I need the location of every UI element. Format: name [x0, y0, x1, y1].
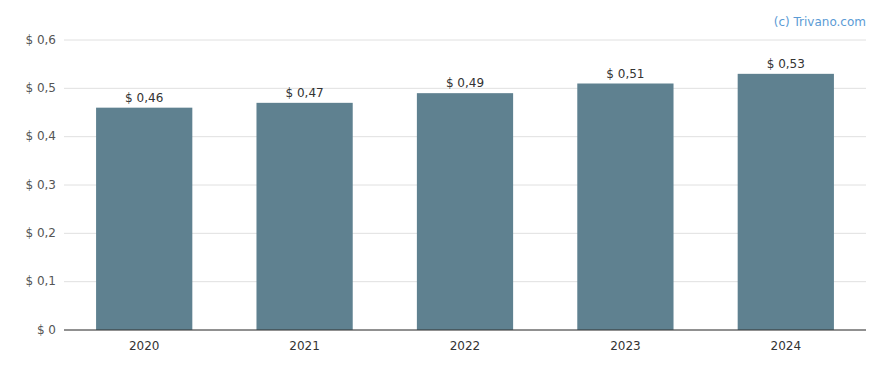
- y-tick-label: $ 0: [37, 323, 56, 337]
- x-tick-label: 2020: [129, 339, 160, 353]
- bar: [577, 84, 673, 331]
- y-axis: $ 0 $ 0,1 $ 0,2 $ 0,3 $ 0,4 $ 0,5 $ 0,6: [25, 33, 56, 337]
- annotation: (c) Trivano.com: [774, 15, 866, 29]
- y-tick-label: $ 0,1: [25, 274, 56, 288]
- x-tick-label: 2024: [771, 339, 802, 353]
- bar: [256, 103, 352, 330]
- x-axis-line: [64, 330, 866, 331]
- grid-line: [64, 40, 866, 41]
- chart: $ 0$ 0,1$ 0,2$ 0,3$ 0,4$ 0,5$ 0,6$ 0,46$…: [0, 0, 888, 370]
- x-tick-label: 2023: [610, 339, 641, 353]
- bar: [96, 108, 192, 330]
- y-tick-label: $ 0,6: [25, 33, 56, 47]
- grid-line: [64, 330, 866, 331]
- y-tick-label: $ 0,4: [25, 129, 56, 143]
- x-tick-label: 2022: [450, 339, 481, 353]
- grid: [64, 40, 866, 330]
- data-labels: $ 0,46 $ 0,47 $ 0,49 $ 0,51 $ 0,53: [125, 57, 805, 105]
- bar: [738, 74, 834, 330]
- y-tick-label: $ 0,3: [25, 178, 56, 192]
- x-tick-label: 2021: [289, 339, 320, 353]
- y-tick-label: $ 0,5: [25, 81, 56, 95]
- x-axis: 2020 2021 2022 2023 2024: [64, 330, 866, 353]
- data-label: $ 0,51: [606, 67, 644, 81]
- y-tick-label: $ 0,2: [25, 226, 56, 240]
- data-label: $ 0,53: [767, 57, 805, 71]
- chart-container: $ 0$ 0,1$ 0,2$ 0,3$ 0,4$ 0,5$ 0,6$ 0,46$…: [0, 0, 888, 370]
- data-label: $ 0,46: [125, 91, 163, 105]
- data-label: $ 0,49: [446, 76, 484, 90]
- bars: [96, 74, 834, 330]
- bar: [417, 93, 513, 330]
- page: {"chart_data": {"type": "bar", "categori…: [0, 0, 888, 370]
- data-label: $ 0,47: [286, 86, 324, 100]
